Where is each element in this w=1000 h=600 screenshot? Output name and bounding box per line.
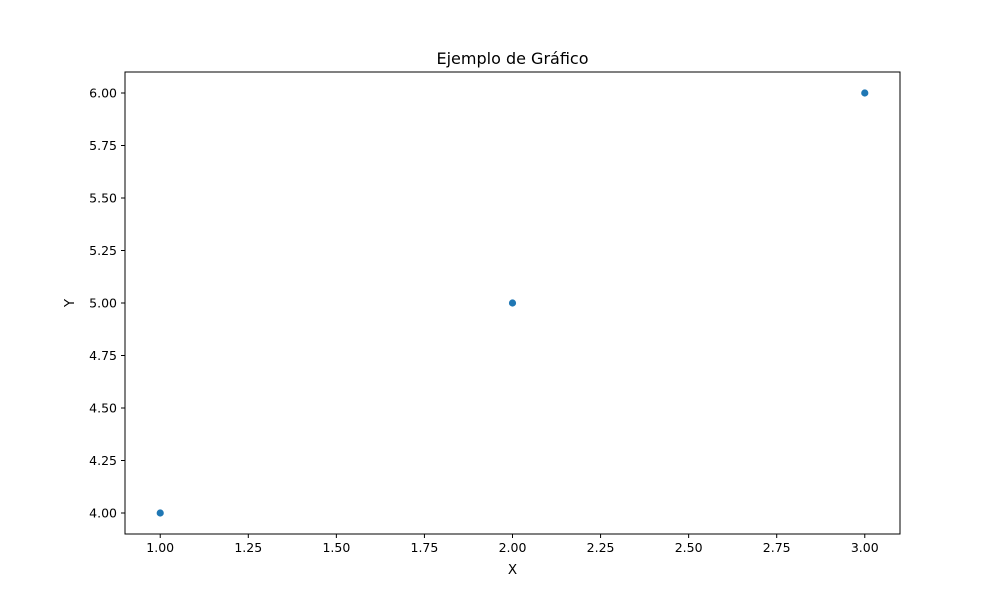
y-tick-label: 5.00 bbox=[89, 296, 117, 311]
x-tick-label: 2.00 bbox=[499, 540, 527, 555]
y-tick-label: 6.00 bbox=[89, 86, 117, 101]
data-points bbox=[156, 89, 869, 517]
y-tick-label: 4.00 bbox=[89, 506, 117, 521]
x-axis-label: X bbox=[508, 562, 517, 578]
data-point bbox=[508, 299, 517, 307]
x-tick-label: 2.50 bbox=[675, 540, 703, 555]
chart-title: Ejemplo de Gráfico bbox=[437, 49, 589, 68]
y-axis-label: Y bbox=[62, 298, 78, 308]
data-point bbox=[156, 509, 164, 517]
data-point bbox=[861, 89, 869, 97]
x-tick-label: 2.25 bbox=[587, 540, 615, 555]
x-tick-label: 3.00 bbox=[851, 540, 879, 555]
y-tick-label: 5.50 bbox=[89, 191, 117, 206]
y-axis: 4.00 4.25 4.50 4.75 5.00 5.25 5.50 5.75 6.00 bbox=[89, 86, 125, 521]
x-tick-label: 2.75 bbox=[763, 540, 791, 555]
y-tick-label: 5.25 bbox=[89, 243, 117, 258]
y-tick-label: 5.75 bbox=[89, 138, 117, 153]
x-axis: 1.00 1.25 1.50 1.75 2.00 2.25 2.50 2.75 3.00 bbox=[146, 534, 879, 555]
x-tick-label: 1.00 bbox=[146, 540, 174, 555]
x-tick-label: 1.75 bbox=[411, 540, 439, 555]
y-tick-label: 4.50 bbox=[89, 401, 117, 416]
y-tick-label: 4.75 bbox=[89, 348, 117, 363]
x-tick-label: 1.25 bbox=[234, 540, 262, 555]
y-tick-label: 4.25 bbox=[89, 453, 117, 468]
x-tick-label: 1.50 bbox=[322, 540, 350, 555]
